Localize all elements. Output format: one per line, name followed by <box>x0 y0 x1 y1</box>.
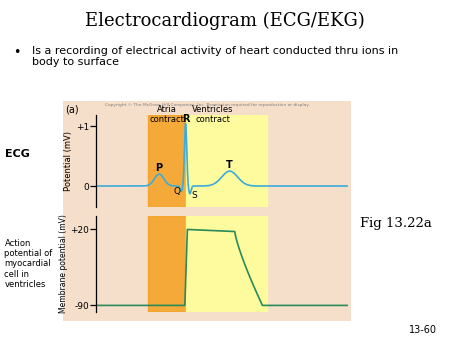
Bar <box>148 216 185 312</box>
Text: T: T <box>226 160 233 170</box>
Text: 13-60: 13-60 <box>409 324 436 335</box>
Y-axis label: Potential (mV): Potential (mV) <box>64 131 73 191</box>
Text: Q: Q <box>173 187 180 196</box>
Text: Atria
contract: Atria contract <box>149 105 184 124</box>
Text: Electrocardiogram (ECG/EKG): Electrocardiogram (ECG/EKG) <box>85 12 365 30</box>
Text: Action
potential of
myocardial
cell in
ventricles: Action potential of myocardial cell in v… <box>4 239 53 289</box>
Bar <box>148 115 185 207</box>
Text: ECG: ECG <box>4 149 29 159</box>
Text: •: • <box>14 46 21 58</box>
Text: P: P <box>156 164 163 173</box>
Text: (a): (a) <box>65 105 79 115</box>
Text: Fig 13.22a: Fig 13.22a <box>360 217 432 230</box>
Text: Ventricles
contract: Ventricles contract <box>192 105 234 124</box>
Bar <box>185 216 267 312</box>
Bar <box>185 115 267 207</box>
Text: Copyright © The McGraw-Hill Companies, Inc. Permission required for reproduction: Copyright © The McGraw-Hill Companies, I… <box>104 103 310 107</box>
Text: Is a recording of electrical activity of heart conducted thru ions in
body to su: Is a recording of electrical activity of… <box>32 46 398 67</box>
Text: S: S <box>191 191 197 200</box>
Text: R: R <box>182 114 189 124</box>
Y-axis label: Membrane potential (mV): Membrane potential (mV) <box>58 215 68 313</box>
